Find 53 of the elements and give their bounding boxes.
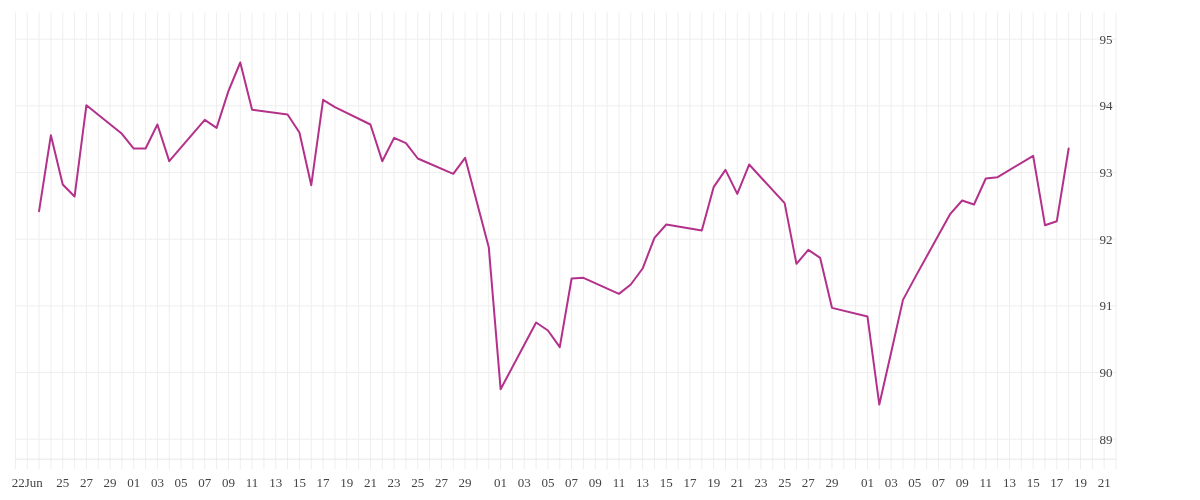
x-tick-label: 03 <box>884 475 898 490</box>
x-tick-label: 15 <box>659 475 673 490</box>
y-tick-label: 89 <box>1099 431 1113 447</box>
x-tick-label: 29 <box>458 475 472 490</box>
x-tick-label: 03 <box>517 475 531 490</box>
x-tick-label: 23 <box>754 475 768 490</box>
x-tick-label: 29 <box>825 475 839 490</box>
x-tick-label: 09 <box>221 475 235 490</box>
x-tick-label: 22Jun <box>11 475 44 490</box>
x-tick-label: 19 <box>1074 475 1087 490</box>
x-tick-label: 25 <box>411 475 425 490</box>
x-tick-label: 15 <box>292 475 306 490</box>
y-tick-label: 90 <box>1099 365 1113 381</box>
x-tick-label: 07 <box>565 475 579 490</box>
x-tick-label: 17 <box>316 475 331 490</box>
x-tick-label: 09 <box>588 475 602 490</box>
y-tick-label: 94 <box>1099 98 1113 114</box>
x-tick-label: 25 <box>778 475 792 490</box>
line-series <box>38 61 1070 406</box>
y-tick-label: 93 <box>1099 165 1113 181</box>
x-tick-label: 03 <box>150 475 164 490</box>
y-tick-label: 95 <box>1099 31 1113 47</box>
x-tick-label: 29 <box>103 475 117 490</box>
x-tick-label: 05 <box>908 475 922 490</box>
y-tick-label: 91 <box>1099 298 1113 314</box>
x-tick-label: 11 <box>979 475 993 490</box>
x-tick-label: 11 <box>245 475 259 490</box>
x-tick-label: 01 <box>494 475 508 490</box>
x-tick-label: 27 <box>79 475 94 490</box>
x-tick-label: 05 <box>174 475 188 490</box>
x-tick-label: 17 <box>683 475 697 490</box>
x-tick-label: 13 <box>636 475 650 490</box>
x-tick-label: 13 <box>1002 475 1016 490</box>
x-tick-label: 21 <box>363 475 377 490</box>
x-tick-label: 17 <box>1050 475 1064 490</box>
x-tick-label: 07 <box>198 475 212 490</box>
x-tick-label: 21 <box>1097 475 1111 490</box>
x-tick-label: 01 <box>860 475 874 490</box>
x-tick-label: 05 <box>541 475 555 490</box>
x-tick-label: 15 <box>1026 475 1040 490</box>
x-tick-label: 19 <box>340 475 354 490</box>
y-tick-label: 92 <box>1099 231 1113 247</box>
x-tick-label: 25 <box>56 475 70 490</box>
x-tick-label: 13 <box>269 475 283 490</box>
x-tick-label: 23 <box>387 475 401 490</box>
x-tick-label: 07 <box>931 475 946 490</box>
x-tick-label: 21 <box>730 475 744 490</box>
x-tick-label: 11 <box>612 475 626 490</box>
x-tick-label: 27 <box>434 475 449 490</box>
x-tick-label: 27 <box>801 475 816 490</box>
x-tick-label: 01 <box>127 475 141 490</box>
x-tick-label: 09 <box>955 475 969 490</box>
x-tick-label: 19 <box>707 475 721 490</box>
